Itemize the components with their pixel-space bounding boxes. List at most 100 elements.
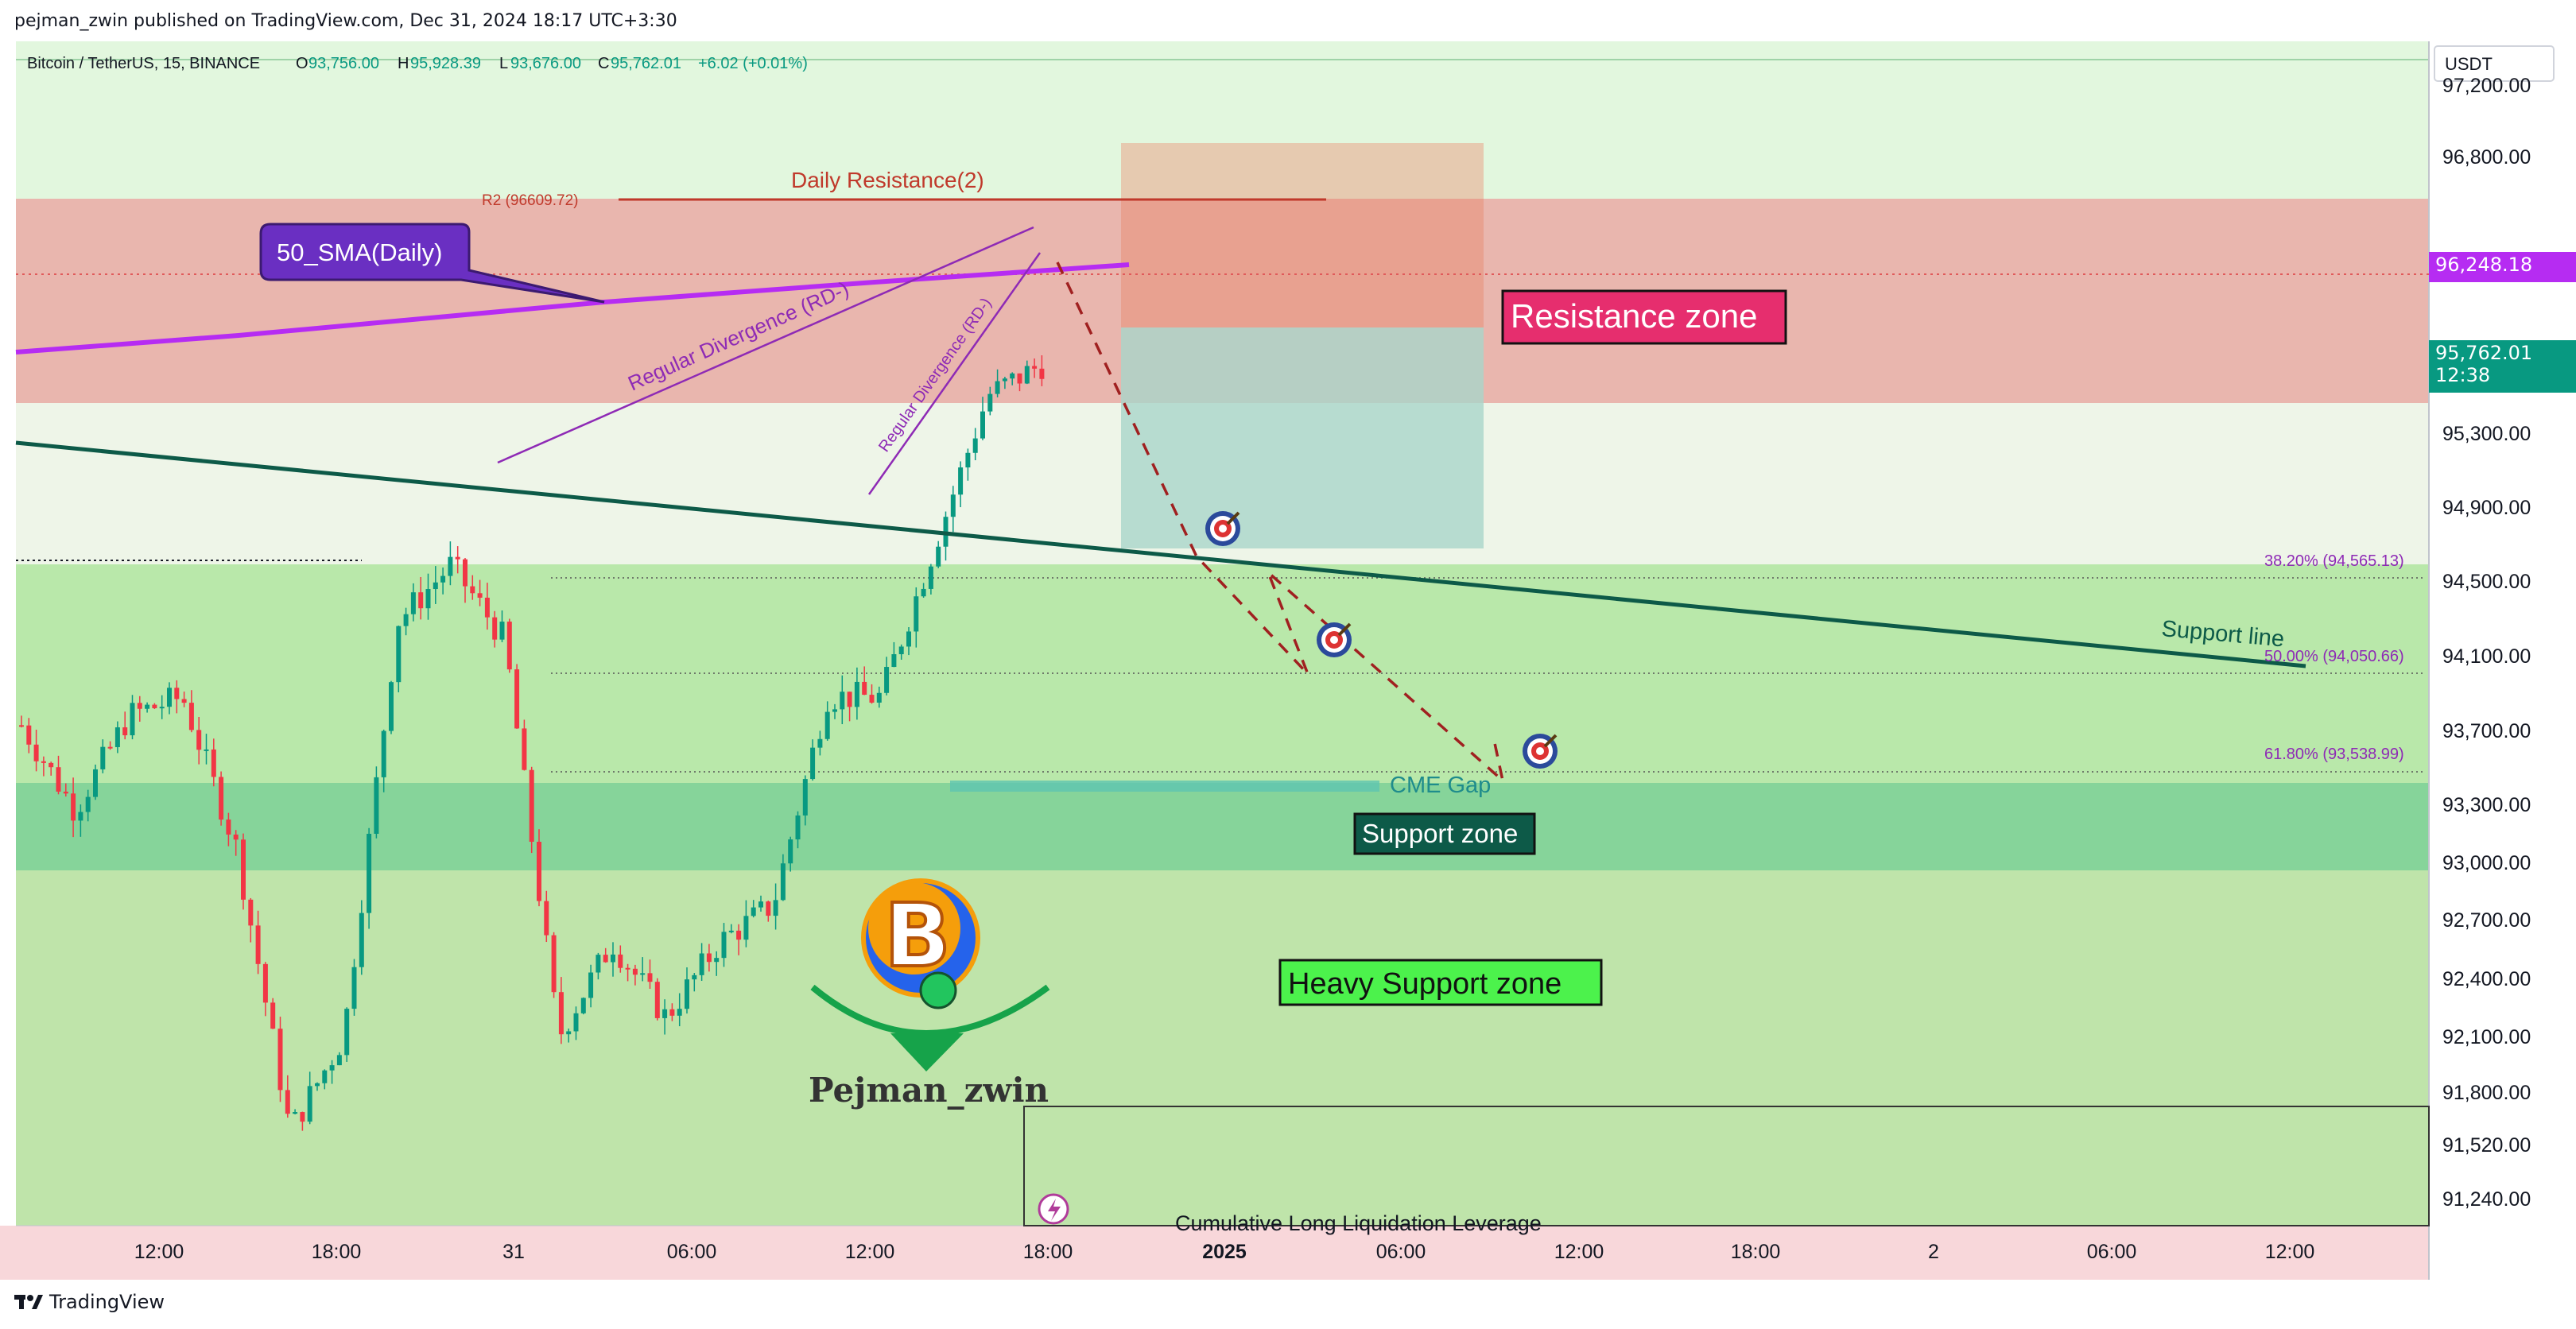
candle-body [63,791,68,794]
candle-body [766,901,771,916]
candle-body [484,597,490,618]
liquidation-label: Cumulative Long Liquidation Leverage [1175,1211,1542,1235]
candle-body [329,1065,335,1071]
candle-body [840,692,845,710]
price-chart[interactable]: USDT 97,200.00 96,800.00 95,300.00 94,900.0… [0,0,2576,1280]
heavy-support-zone-label-box[interactable] [1278,959,1603,1006]
target-icon[interactable] [1317,622,1352,657]
target-icon[interactable] [1523,734,1558,769]
candle-body [647,973,653,982]
price-tick: 96,800.00 [2442,146,2531,169]
candle-body [152,704,157,709]
candle-body [425,589,431,609]
time-tick: 2025 [1202,1241,1247,1263]
candle-body [211,749,216,777]
candle-body [884,667,890,693]
candle-body [706,953,712,963]
time-tick: 12:00 [845,1241,895,1263]
candle-body [285,1090,290,1114]
candle-body [580,998,586,1013]
price-tick: 93,700.00 [2442,720,2531,742]
price-axis[interactable] [2429,41,2576,1280]
stop-loss-box[interactable] [1121,143,1484,327]
tradingview-brand[interactable]: TradingView [14,1289,165,1315]
publish-line: pejman_zwin published on TradingView.com… [14,11,677,31]
candle-body [677,1009,682,1016]
legend-l-value: 93,676.00 [510,55,581,72]
price-tick: 93,000.00 [2442,852,2531,874]
candle-body [891,654,897,668]
resistance-zone-label-box[interactable] [1501,289,1787,345]
sma-callout[interactable]: 50_SMA(Daily) [259,223,605,304]
candle-body [100,746,106,769]
candle-body [906,631,911,647]
candle-body [167,688,172,707]
candle-body [33,744,39,761]
candle-body [714,958,720,963]
candle-body [728,930,734,932]
time-tick: 06:00 [1376,1241,1426,1263]
daily-resistance-label[interactable]: Daily Resistance(2) [791,168,984,192]
candle-body [795,815,801,840]
candle-body [137,703,142,709]
heavy-support-zone-band [16,870,2429,1226]
candle-body [522,728,527,770]
candle-body [618,954,623,968]
candle-body [433,582,438,590]
candle-body [862,681,867,695]
candle-body [824,711,830,739]
candle-body [499,622,505,640]
candle-body [1024,366,1030,384]
candle-body [300,1112,305,1122]
heavy-support-zone-label: Heavy Support zone [1288,967,1562,1001]
candle-body [544,901,549,936]
currency-label: USDT [2445,54,2493,74]
candle-body [654,982,660,1018]
support-line[interactable] [15,440,2306,668]
divergence-line-2[interactable] [867,252,1042,495]
r2-label: R2 (96609.72) [482,192,578,209]
legend-h-value: 95,928.39 [410,55,481,72]
take-profit-box[interactable] [1121,327,1484,548]
price-tick: 93,300.00 [2442,794,2531,816]
last-price-tag: 95,762.01 12:38 [2429,340,2576,393]
fib-618-label: 61.80% (93,538.99) [2264,746,2404,763]
candle-body [277,1029,283,1091]
fib-382-label: 38.20% (94,565.13) [2264,552,2404,570]
candle-body [802,779,808,816]
resistance-zone-label: Resistance zone [1511,297,1758,335]
legend-change: +6.02 (+0.01%) [698,55,808,72]
candle-body [603,955,608,963]
liquidation-pane[interactable] [1023,1106,2430,1226]
sma-price-tag: 96,248.18 [2429,252,2576,282]
support-zone-label: Support zone [1362,819,1518,848]
candle-body [817,738,823,748]
price-tick: 92,700.00 [2442,909,2531,932]
divergence-line-1[interactable] [497,226,1034,464]
candle-body [588,972,594,998]
time-tick: 31 [502,1241,525,1263]
candle-body [788,839,793,864]
candle-body [470,586,475,594]
candle-body [270,1002,276,1029]
stop-loss-overlap [1121,199,1484,327]
legend-symbol: Bitcoin / TetherUS, 15, BINANCE [27,55,260,72]
candle-body [204,749,209,751]
candle-body [85,796,91,812]
candle-body [374,777,379,834]
candle-body [130,703,135,736]
price-tick: 94,100.00 [2442,645,2531,668]
candle-body [26,725,32,745]
candle-body [367,833,372,913]
candle-body [492,617,498,640]
candle-body [685,979,689,1009]
candle-body [972,438,978,453]
support-zone-label-box[interactable] [1353,812,1536,855]
currency-box[interactable] [2434,45,2555,82]
time-tick: 18:00 [1731,1241,1781,1263]
target-icon[interactable] [1205,511,1240,546]
candle-body [692,974,697,980]
candle-body [315,1083,320,1087]
cme-gap-box[interactable] [950,781,1379,792]
candle-body [876,692,882,703]
